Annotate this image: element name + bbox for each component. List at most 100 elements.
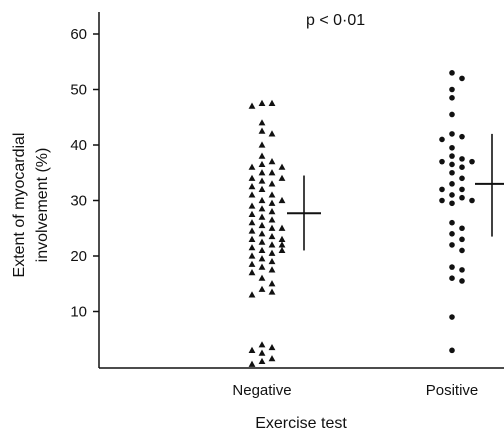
data-point xyxy=(258,169,266,176)
data-point xyxy=(258,213,266,220)
data-point xyxy=(449,144,455,151)
data-point xyxy=(268,216,276,223)
data-point xyxy=(459,175,465,182)
data-point xyxy=(268,343,276,351)
data-point xyxy=(248,183,256,190)
data-point xyxy=(268,208,276,215)
data-point xyxy=(248,360,256,367)
data-point xyxy=(248,235,256,242)
data-point xyxy=(459,236,465,243)
data-point xyxy=(268,169,276,176)
axes xyxy=(98,12,504,369)
x-category-labels: Negative Positive xyxy=(232,382,478,399)
data-points xyxy=(248,70,475,367)
data-point xyxy=(449,161,455,168)
data-point xyxy=(248,244,256,251)
summary-bars xyxy=(287,133,504,251)
data-point xyxy=(449,242,455,248)
y-tick-label: 40 xyxy=(70,137,87,154)
data-point xyxy=(258,274,266,281)
data-point xyxy=(248,291,256,298)
data-point xyxy=(258,119,266,126)
data-point xyxy=(449,70,455,76)
data-point xyxy=(258,99,266,106)
data-point xyxy=(268,191,276,198)
data-point xyxy=(248,163,256,170)
data-point xyxy=(268,99,276,106)
data-point xyxy=(248,227,256,234)
data-point xyxy=(459,267,465,273)
x-category-label: Negative xyxy=(232,382,291,399)
data-point xyxy=(439,136,445,143)
data-point xyxy=(439,158,445,165)
data-point xyxy=(268,199,276,206)
x-category-label: Positive xyxy=(426,382,479,399)
data-point xyxy=(449,200,455,207)
data-point xyxy=(248,191,256,198)
data-point xyxy=(278,163,286,170)
y-tick-label: 60 xyxy=(70,26,87,43)
data-point xyxy=(258,238,266,245)
y-tick-label: 10 xyxy=(70,304,87,321)
data-point xyxy=(258,185,266,192)
data-point xyxy=(258,246,266,254)
data-point xyxy=(258,230,266,237)
data-point xyxy=(258,205,266,212)
data-point xyxy=(459,133,465,140)
data-point xyxy=(248,269,256,276)
data-point xyxy=(268,266,276,273)
data-point xyxy=(449,264,455,270)
data-point xyxy=(258,341,266,348)
y-tick-label: 20 xyxy=(70,248,87,265)
data-point xyxy=(439,197,445,204)
y-tick-label: 50 xyxy=(70,82,87,99)
data-point xyxy=(258,255,266,262)
data-point xyxy=(278,196,286,204)
data-point xyxy=(449,275,455,282)
data-point xyxy=(248,252,256,259)
data-point xyxy=(268,130,276,137)
data-point xyxy=(268,180,276,187)
data-point xyxy=(258,196,266,204)
data-point xyxy=(268,241,276,248)
data-point xyxy=(258,160,266,168)
data-point xyxy=(459,75,465,82)
data-point xyxy=(449,153,455,159)
data-point xyxy=(459,164,465,170)
data-point xyxy=(268,232,276,240)
data-point xyxy=(278,235,286,242)
data-point xyxy=(268,249,276,256)
data-point xyxy=(258,152,266,159)
y-axis-title-line-2: involvement (%) xyxy=(34,148,51,263)
data-point xyxy=(449,169,455,176)
data-point xyxy=(248,210,256,217)
data-point xyxy=(449,86,455,93)
data-point xyxy=(248,102,256,109)
y-tick-label: 30 xyxy=(70,193,87,210)
data-point xyxy=(248,260,256,267)
data-point xyxy=(278,246,286,254)
data-point xyxy=(248,174,256,181)
data-point xyxy=(449,314,455,320)
data-point xyxy=(278,174,286,181)
data-point xyxy=(449,111,455,118)
data-point xyxy=(248,219,256,226)
y-axis-title-line-1: Extent of myocardial xyxy=(11,133,28,278)
data-point xyxy=(449,231,455,237)
data-point xyxy=(268,224,276,231)
data-point xyxy=(258,349,266,356)
data-point xyxy=(459,247,465,254)
data-point xyxy=(459,194,465,201)
data-point xyxy=(258,141,266,148)
data-point xyxy=(278,224,286,231)
data-point xyxy=(248,202,256,209)
data-point xyxy=(268,280,276,287)
data-point xyxy=(469,197,475,204)
x-axis-title: Exercise test xyxy=(255,415,347,432)
data-point xyxy=(258,177,266,184)
data-point xyxy=(449,347,455,354)
data-point xyxy=(459,225,465,232)
data-point xyxy=(258,263,266,270)
data-point xyxy=(258,285,266,292)
